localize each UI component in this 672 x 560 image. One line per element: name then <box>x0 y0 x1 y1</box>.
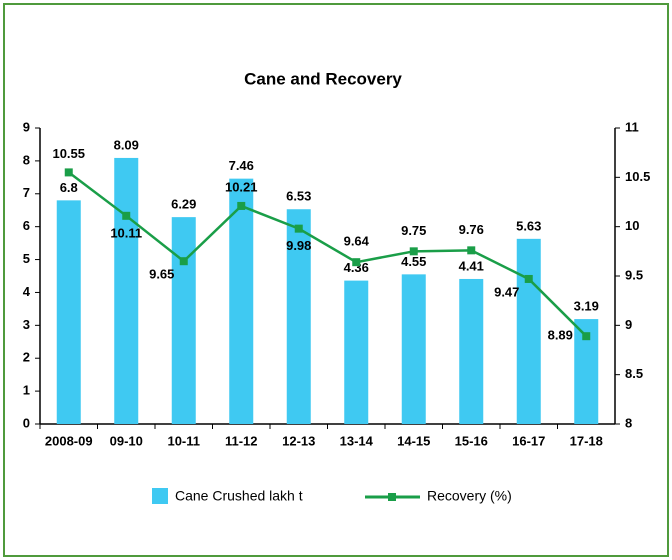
line-marker <box>524 274 533 283</box>
x-tick-label: 16-17 <box>512 433 545 448</box>
bar-label: 3.19 <box>574 299 599 314</box>
y-tick-label: 1 <box>23 383 30 398</box>
y2-tick-label: 10 <box>625 218 639 233</box>
line-label: 9.65 <box>149 267 174 282</box>
y-tick-label: 7 <box>23 185 30 200</box>
line-label: 10.11 <box>110 225 142 240</box>
x-tick-label: 2008-09 <box>45 433 93 448</box>
line-marker <box>582 332 591 341</box>
line-marker <box>352 258 361 267</box>
y2-tick-label: 10.5 <box>625 169 650 184</box>
bar <box>516 238 541 424</box>
legend-marker <box>388 493 396 501</box>
y-tick-label: 2 <box>23 350 30 365</box>
bar-label: 4.55 <box>401 254 426 269</box>
line-marker <box>294 224 303 233</box>
line-label: 9.47 <box>494 284 519 299</box>
bar-label: 6.53 <box>286 189 311 204</box>
bar-label: 7.46 <box>229 158 254 173</box>
y-tick-label: 6 <box>23 218 30 233</box>
bar-label: 8.09 <box>114 137 139 152</box>
bar <box>229 178 254 424</box>
bar <box>56 200 81 424</box>
line-label: 9.76 <box>459 222 484 237</box>
bar-label: 5.63 <box>516 218 541 233</box>
line-marker <box>122 211 131 220</box>
y-tick-label: 3 <box>23 317 30 332</box>
legend-label: Cane Crushed lakh t <box>175 488 303 504</box>
y2-tick-label: 9 <box>625 317 632 332</box>
y-tick-label: 9 <box>23 119 30 134</box>
y-tick-label: 5 <box>23 251 30 266</box>
legend-swatch <box>152 488 168 504</box>
line-label: 8.89 <box>548 328 573 343</box>
bar-label: 4.41 <box>459 258 484 273</box>
x-tick-label: 17-18 <box>570 433 603 448</box>
y-tick-label: 0 <box>23 415 30 430</box>
x-tick-label: 09-10 <box>110 433 143 448</box>
y2-tick-label: 8.5 <box>625 366 643 381</box>
y2-tick-label: 9.5 <box>625 267 643 282</box>
line-label: 9.98 <box>286 238 311 253</box>
bar <box>171 217 196 424</box>
line-marker <box>467 246 476 255</box>
line-label: 10.55 <box>52 146 85 161</box>
line-marker <box>409 247 418 256</box>
bar <box>344 280 369 424</box>
x-tick-label: 14-15 <box>397 433 430 448</box>
bar <box>459 278 484 424</box>
line-marker <box>179 257 188 266</box>
y-tick-label: 4 <box>23 284 31 299</box>
x-tick-label: 15-16 <box>455 433 488 448</box>
bar-label: 6.8 <box>60 180 78 195</box>
bar <box>401 274 426 424</box>
bar-label: 6.29 <box>171 197 196 212</box>
x-tick-label: 11-12 <box>225 433 258 448</box>
line-label: 9.64 <box>344 234 370 249</box>
x-tick-label: 10-11 <box>167 433 200 448</box>
chart-title: Cane and Recovery <box>244 69 402 88</box>
line-marker <box>64 168 73 177</box>
line-label: 10.21 <box>225 179 258 194</box>
x-tick-label: 12-13 <box>282 433 315 448</box>
y2-tick-label: 11 <box>625 119 639 134</box>
legend-label: Recovery (%) <box>427 488 512 504</box>
line <box>67 171 588 338</box>
line-label: 9.75 <box>401 223 426 238</box>
y-tick-label: 8 <box>23 152 30 167</box>
x-tick-label: 13-14 <box>340 433 374 448</box>
bar <box>114 157 139 424</box>
line-marker <box>237 201 246 210</box>
bar-label: 4.36 <box>344 260 369 275</box>
y2-tick-label: 8 <box>625 415 632 430</box>
bar <box>286 209 311 424</box>
